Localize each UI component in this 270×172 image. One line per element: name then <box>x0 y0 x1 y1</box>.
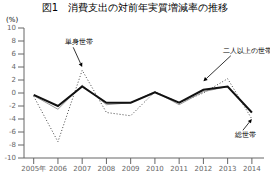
svg-text:2009: 2009 <box>122 165 140 172</box>
svg-text:2011: 2011 <box>170 165 188 172</box>
svg-text:2007: 2007 <box>73 165 91 172</box>
svg-text:2010: 2010 <box>146 165 164 172</box>
svg-text:-4: -4 <box>9 115 17 123</box>
svg-text:2005年: 2005年 <box>21 165 46 172</box>
svg-text:-10: -10 <box>8 154 16 162</box>
html-text:図1 消費支出の対前年実質増減率の推移: 図1 消費支出の対前年実質増減率の推移 <box>41 2 229 13</box>
svg-text:2006: 2006 <box>49 165 67 172</box>
svg-text:-8: -8 <box>9 141 16 149</box>
svg-text:2013: 2013 <box>219 165 237 172</box>
svg-text:6: 6 <box>12 50 17 58</box>
svg-text:-6: -6 <box>9 128 17 136</box>
svg-text:二人以上の世帯: 二人以上の世帯 <box>223 47 262 55</box>
svg-text:2012: 2012 <box>194 165 212 172</box>
svg-text:総世帯: 総世帯 <box>234 131 256 139</box>
svg-text:2: 2 <box>12 76 16 84</box>
svg-text:-2: -2 <box>9 102 16 110</box>
svg-text:2008: 2008 <box>98 165 116 172</box>
svg-text:8: 8 <box>12 37 16 45</box>
svg-text:4: 4 <box>12 63 17 71</box>
svg-text:2014: 2014 <box>243 165 261 172</box>
svg-text:10: 10 <box>8 24 16 32</box>
svg-text:0: 0 <box>12 89 16 97</box>
svg-text:単身世帯: 単身世帯 <box>65 38 93 46</box>
